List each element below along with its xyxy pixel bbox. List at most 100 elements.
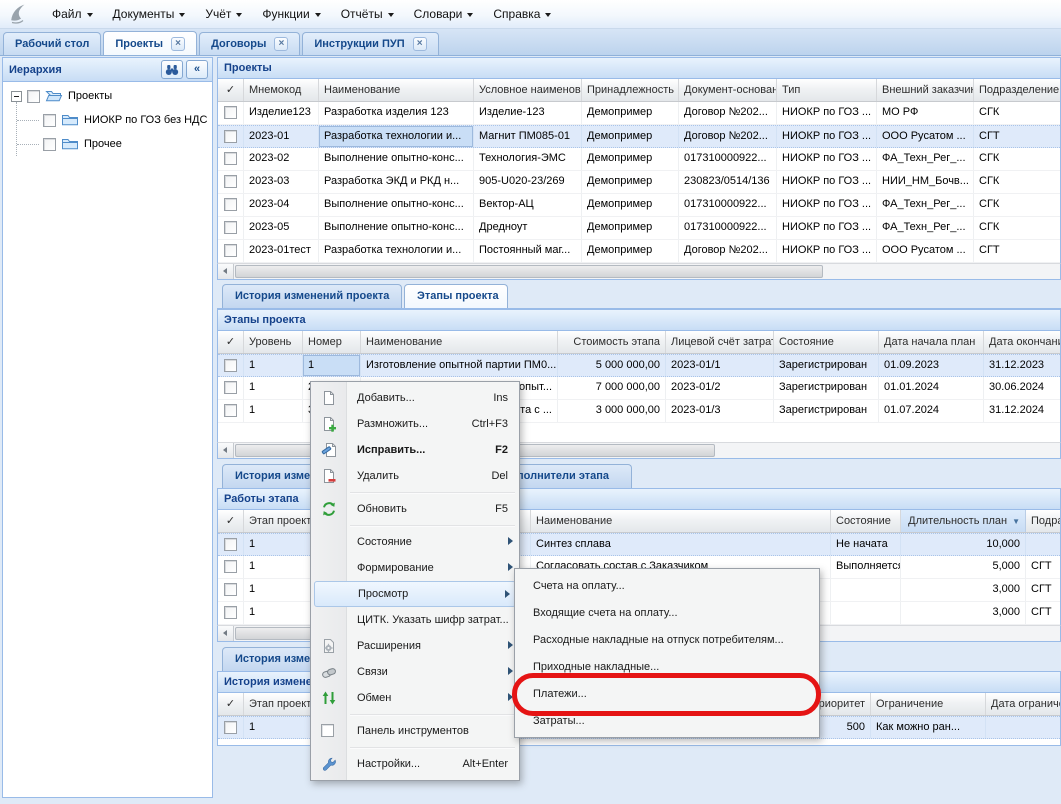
checkbox-cell[interactable] bbox=[218, 148, 244, 170]
grid-cell[interactable]: Выполняется bbox=[831, 556, 901, 578]
submenu-item-payment-invoices[interactable]: Счета на оплату... bbox=[516, 572, 818, 599]
grid-cell[interactable]: опыт... bbox=[361, 377, 558, 399]
grid-cell[interactable] bbox=[531, 602, 831, 624]
grid-cell[interactable]: Изделие123 bbox=[244, 102, 319, 124]
grid-cell[interactable]: СГК bbox=[974, 171, 1060, 193]
grid-cell[interactable]: 017310000922... bbox=[679, 217, 777, 239]
column-header[interactable]: Подразделение-исполнитель bbox=[1026, 510, 1060, 532]
grid-cell[interactable]: 1 bbox=[244, 355, 303, 376]
grid-cell[interactable] bbox=[831, 579, 901, 601]
checkbox-cell[interactable] bbox=[218, 355, 244, 376]
grid-cell[interactable]: 2023-01/1 bbox=[666, 355, 774, 376]
tree-node-other[interactable]: Прочее bbox=[3, 132, 212, 156]
grid-cell[interactable]: 2023-01/3 bbox=[666, 400, 774, 422]
column-header[interactable]: ✓ bbox=[218, 79, 244, 101]
column-header[interactable]: Приоритет bbox=[781, 693, 871, 715]
table-row[interactable]: 2023-01 Разработка технологии и... Магнит … bbox=[218, 125, 1060, 148]
grid-cell[interactable]: 2023-01 bbox=[244, 126, 319, 147]
grid-cell[interactable]: 1 bbox=[244, 400, 303, 422]
grid-cell[interactable]: Разработка ЭКД и РКД н... bbox=[319, 171, 474, 193]
close-icon[interactable]: × bbox=[412, 37, 427, 51]
row-checkbox[interactable] bbox=[224, 381, 237, 394]
table-row[interactable]: Изделие123 Разработка изделия 123 Изделие-… bbox=[218, 102, 1060, 125]
grid-cell[interactable]: Выполнение опытно-конс... bbox=[319, 148, 474, 170]
checkbox-unchecked-icon[interactable] bbox=[321, 724, 334, 737]
scroll-left-button[interactable] bbox=[218, 264, 234, 279]
menu-item-duplicate[interactable]: Размножить... Ctrl+F3 bbox=[312, 411, 518, 437]
grid-cell[interactable]: 3,000 bbox=[901, 602, 1026, 624]
tab-project-stages[interactable]: Этапы проекта bbox=[404, 284, 508, 308]
menubar-item-dictionaries[interactable]: Словари bbox=[404, 3, 484, 25]
tree-node-niokr[interactable]: НИОКР по ГОЗ без НДС bbox=[3, 108, 212, 132]
grid-cell[interactable] bbox=[831, 602, 901, 624]
close-icon[interactable]: × bbox=[171, 36, 186, 51]
grid-cell[interactable]: 2023-03 bbox=[244, 171, 319, 193]
grid-cell[interactable]: ООО Русатом ... bbox=[877, 240, 974, 262]
grid-cell[interactable]: СГТ bbox=[1026, 579, 1060, 601]
menu-item-toolbar-toggle[interactable]: Панель инструментов bbox=[312, 718, 518, 744]
column-header[interactable]: Уровень bbox=[244, 331, 303, 353]
menu-item-edit[interactable]: Исправить... F2 bbox=[312, 437, 518, 463]
grid-cell[interactable]: ООО Русатом ... bbox=[877, 126, 974, 147]
tree-checkbox[interactable] bbox=[43, 137, 56, 151]
table-row[interactable]: 1 1 Изготовление опытной партии ПМ0... 5 00… bbox=[218, 354, 1060, 377]
row-checkbox[interactable] bbox=[224, 152, 237, 165]
menu-item-exchange[interactable]: Обмен bbox=[312, 685, 518, 711]
grid-cell[interactable]: 2023-05 bbox=[244, 217, 319, 239]
grid-cell[interactable]: Разработка технологии и... bbox=[319, 126, 474, 147]
column-header[interactable]: ✓ bbox=[218, 331, 244, 353]
row-checkbox[interactable] bbox=[224, 244, 237, 257]
column-header[interactable]: Тип bbox=[777, 79, 877, 101]
table-row[interactable]: 2023-05 Выполнение опытно-конс... Дредноут… bbox=[218, 217, 1060, 240]
grid-cell[interactable]: 5,000 bbox=[901, 556, 1026, 578]
grid-cell[interactable]: Дредноут bbox=[474, 217, 582, 239]
checkbox-cell[interactable] bbox=[218, 217, 244, 239]
column-header[interactable]: ✓ bbox=[218, 510, 244, 532]
column-header[interactable]: Наименование bbox=[319, 79, 474, 101]
column-header[interactable]: Документ-основание bbox=[679, 79, 777, 101]
grid-cell[interactable]: 3,000 bbox=[901, 579, 1026, 601]
row-checkbox[interactable] bbox=[224, 404, 237, 417]
grid-cell[interactable]: Вектор-АЦ bbox=[474, 194, 582, 216]
grid-cell[interactable]: НИОКР по ГОЗ ... bbox=[777, 217, 877, 239]
grid-cell[interactable]: Демопример bbox=[582, 148, 679, 170]
grid-cell[interactable]: 230823/0514/136 bbox=[679, 171, 777, 193]
grid-cell[interactable]: 017310000922... bbox=[679, 148, 777, 170]
column-header[interactable]: Номер bbox=[303, 331, 361, 353]
grid-cell[interactable]: НИОКР по ГОЗ ... bbox=[777, 148, 877, 170]
grid-cell[interactable]: СГТ bbox=[974, 240, 1060, 262]
scrollbar-thumb[interactable] bbox=[235, 265, 823, 278]
grid-cell[interactable] bbox=[331, 534, 531, 555]
grid-cell[interactable]: Изделие-123 bbox=[474, 102, 582, 124]
menu-item-add[interactable]: Добавить... Ins bbox=[312, 385, 518, 411]
column-header[interactable]: Лицевой счёт затрат bbox=[666, 331, 774, 353]
grid-cell[interactable]: Разработка изделия 123 bbox=[319, 102, 474, 124]
menubar-item-help[interactable]: Справка bbox=[483, 3, 561, 25]
checkbox-cell[interactable] bbox=[218, 126, 244, 147]
checkbox-cell[interactable] bbox=[218, 171, 244, 193]
row-checkbox[interactable] bbox=[224, 606, 237, 619]
grid-cell[interactable] bbox=[531, 579, 831, 601]
grid-cell[interactable]: Как можно ран... bbox=[871, 717, 986, 738]
grid-cell[interactable] bbox=[1026, 534, 1060, 555]
column-header[interactable] bbox=[331, 510, 531, 532]
grid-cell[interactable]: Договор №202... bbox=[679, 240, 777, 262]
grid-cell[interactable]: НИИ_НМ_Бочв... bbox=[877, 171, 974, 193]
grid-cell[interactable]: Не начата bbox=[831, 534, 901, 555]
grid-cell[interactable]: 01.09.2023 bbox=[879, 355, 984, 376]
column-header[interactable]: Дата начала план bbox=[879, 331, 984, 353]
row-checkbox[interactable] bbox=[224, 198, 237, 211]
grid-cell[interactable]: СГТ bbox=[1026, 602, 1060, 624]
menubar-item-reports[interactable]: Отчёты bbox=[331, 3, 404, 25]
grid-cell[interactable]: Демопример bbox=[582, 171, 679, 193]
close-icon[interactable]: × bbox=[274, 37, 289, 51]
table-row[interactable]: 2023-02 Выполнение опытно-конс... Технолог… bbox=[218, 148, 1060, 171]
grid-cell[interactable]: СГТ bbox=[1026, 556, 1060, 578]
submenu-item-costs[interactable]: Затраты... bbox=[516, 707, 818, 734]
grid-cell[interactable]: СГК bbox=[974, 148, 1060, 170]
grid-cell[interactable]: 017310000922... bbox=[679, 194, 777, 216]
grid-cell[interactable]: 7 000 000,00 bbox=[558, 377, 666, 399]
row-checkbox[interactable] bbox=[224, 560, 237, 573]
grid-cell[interactable]: Договор №202... bbox=[679, 126, 777, 147]
row-checkbox[interactable] bbox=[224, 538, 237, 551]
